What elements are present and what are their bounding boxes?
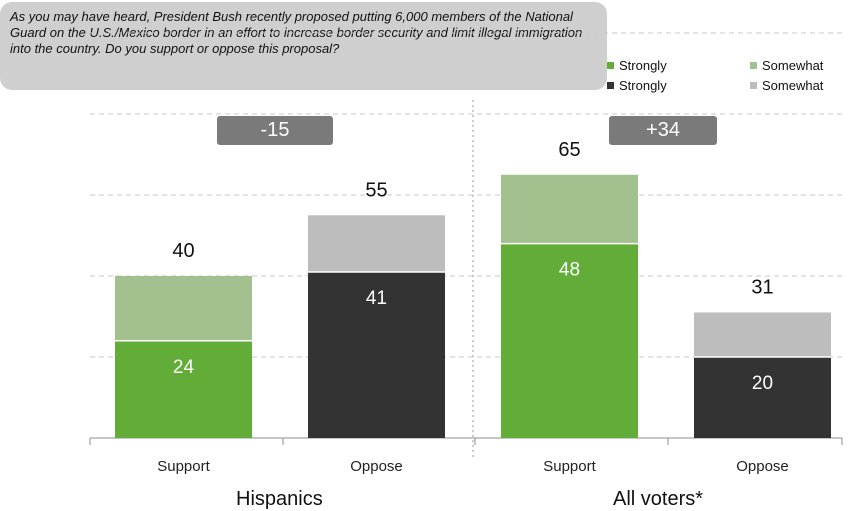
group-label-all-voters: All voters*	[613, 488, 704, 510]
legend-label: Somewhat	[762, 78, 824, 93]
legend-item-oppose-strongly: Strongly	[607, 78, 667, 93]
bar-segment-strongly	[694, 357, 831, 438]
question-box: As you may have heard, President Bush re…	[0, 2, 607, 90]
bar-total-label: 55	[365, 179, 387, 201]
legend-swatch	[607, 82, 614, 89]
legend-swatch	[607, 62, 614, 69]
legend-item-support-somewhat: Somewhat	[750, 58, 823, 73]
legend-label: Somewhat	[762, 58, 824, 73]
category-label: Oppose	[736, 458, 789, 475]
category-label: Support	[543, 458, 596, 475]
bar-total-label: 40	[172, 240, 194, 262]
gap-value: -15	[260, 119, 290, 141]
bar-value-strongly: 20	[752, 373, 773, 394]
bar-segment-somewhat	[694, 312, 831, 357]
question-text: As you may have heard, President Bush re…	[10, 9, 583, 56]
legend-swatch	[750, 62, 757, 69]
legend-label: Strongly	[619, 78, 667, 93]
bar-segment-strongly	[501, 243, 638, 438]
legend-label: Strongly	[619, 58, 667, 73]
bar-value-strongly: 48	[559, 260, 580, 281]
category-label: Oppose	[350, 458, 403, 475]
category-label: Support	[157, 458, 210, 475]
bar-segment-somewhat	[308, 215, 445, 272]
bar-total-label: 31	[751, 276, 773, 298]
legend-swatch	[750, 82, 757, 89]
gap-box-hispanics: -15	[217, 116, 333, 145]
gap-box-all-voters: +34	[609, 116, 717, 145]
bar-segment-strongly	[115, 340, 252, 438]
bar-value-strongly: 24	[173, 357, 195, 378]
bar-segment-somewhat	[115, 276, 252, 341]
bar-segment-strongly	[308, 271, 445, 438]
bar-value-strongly: 41	[366, 288, 387, 309]
legend-item-oppose-somewhat: Somewhat	[750, 78, 823, 93]
bar-total-label: 65	[558, 139, 580, 161]
group-label-hispanics: Hispanics	[236, 488, 323, 510]
bar-segment-somewhat	[501, 174, 638, 244]
gap-value: +34	[646, 119, 680, 141]
legend-item-support-strongly: Strongly	[607, 58, 667, 73]
